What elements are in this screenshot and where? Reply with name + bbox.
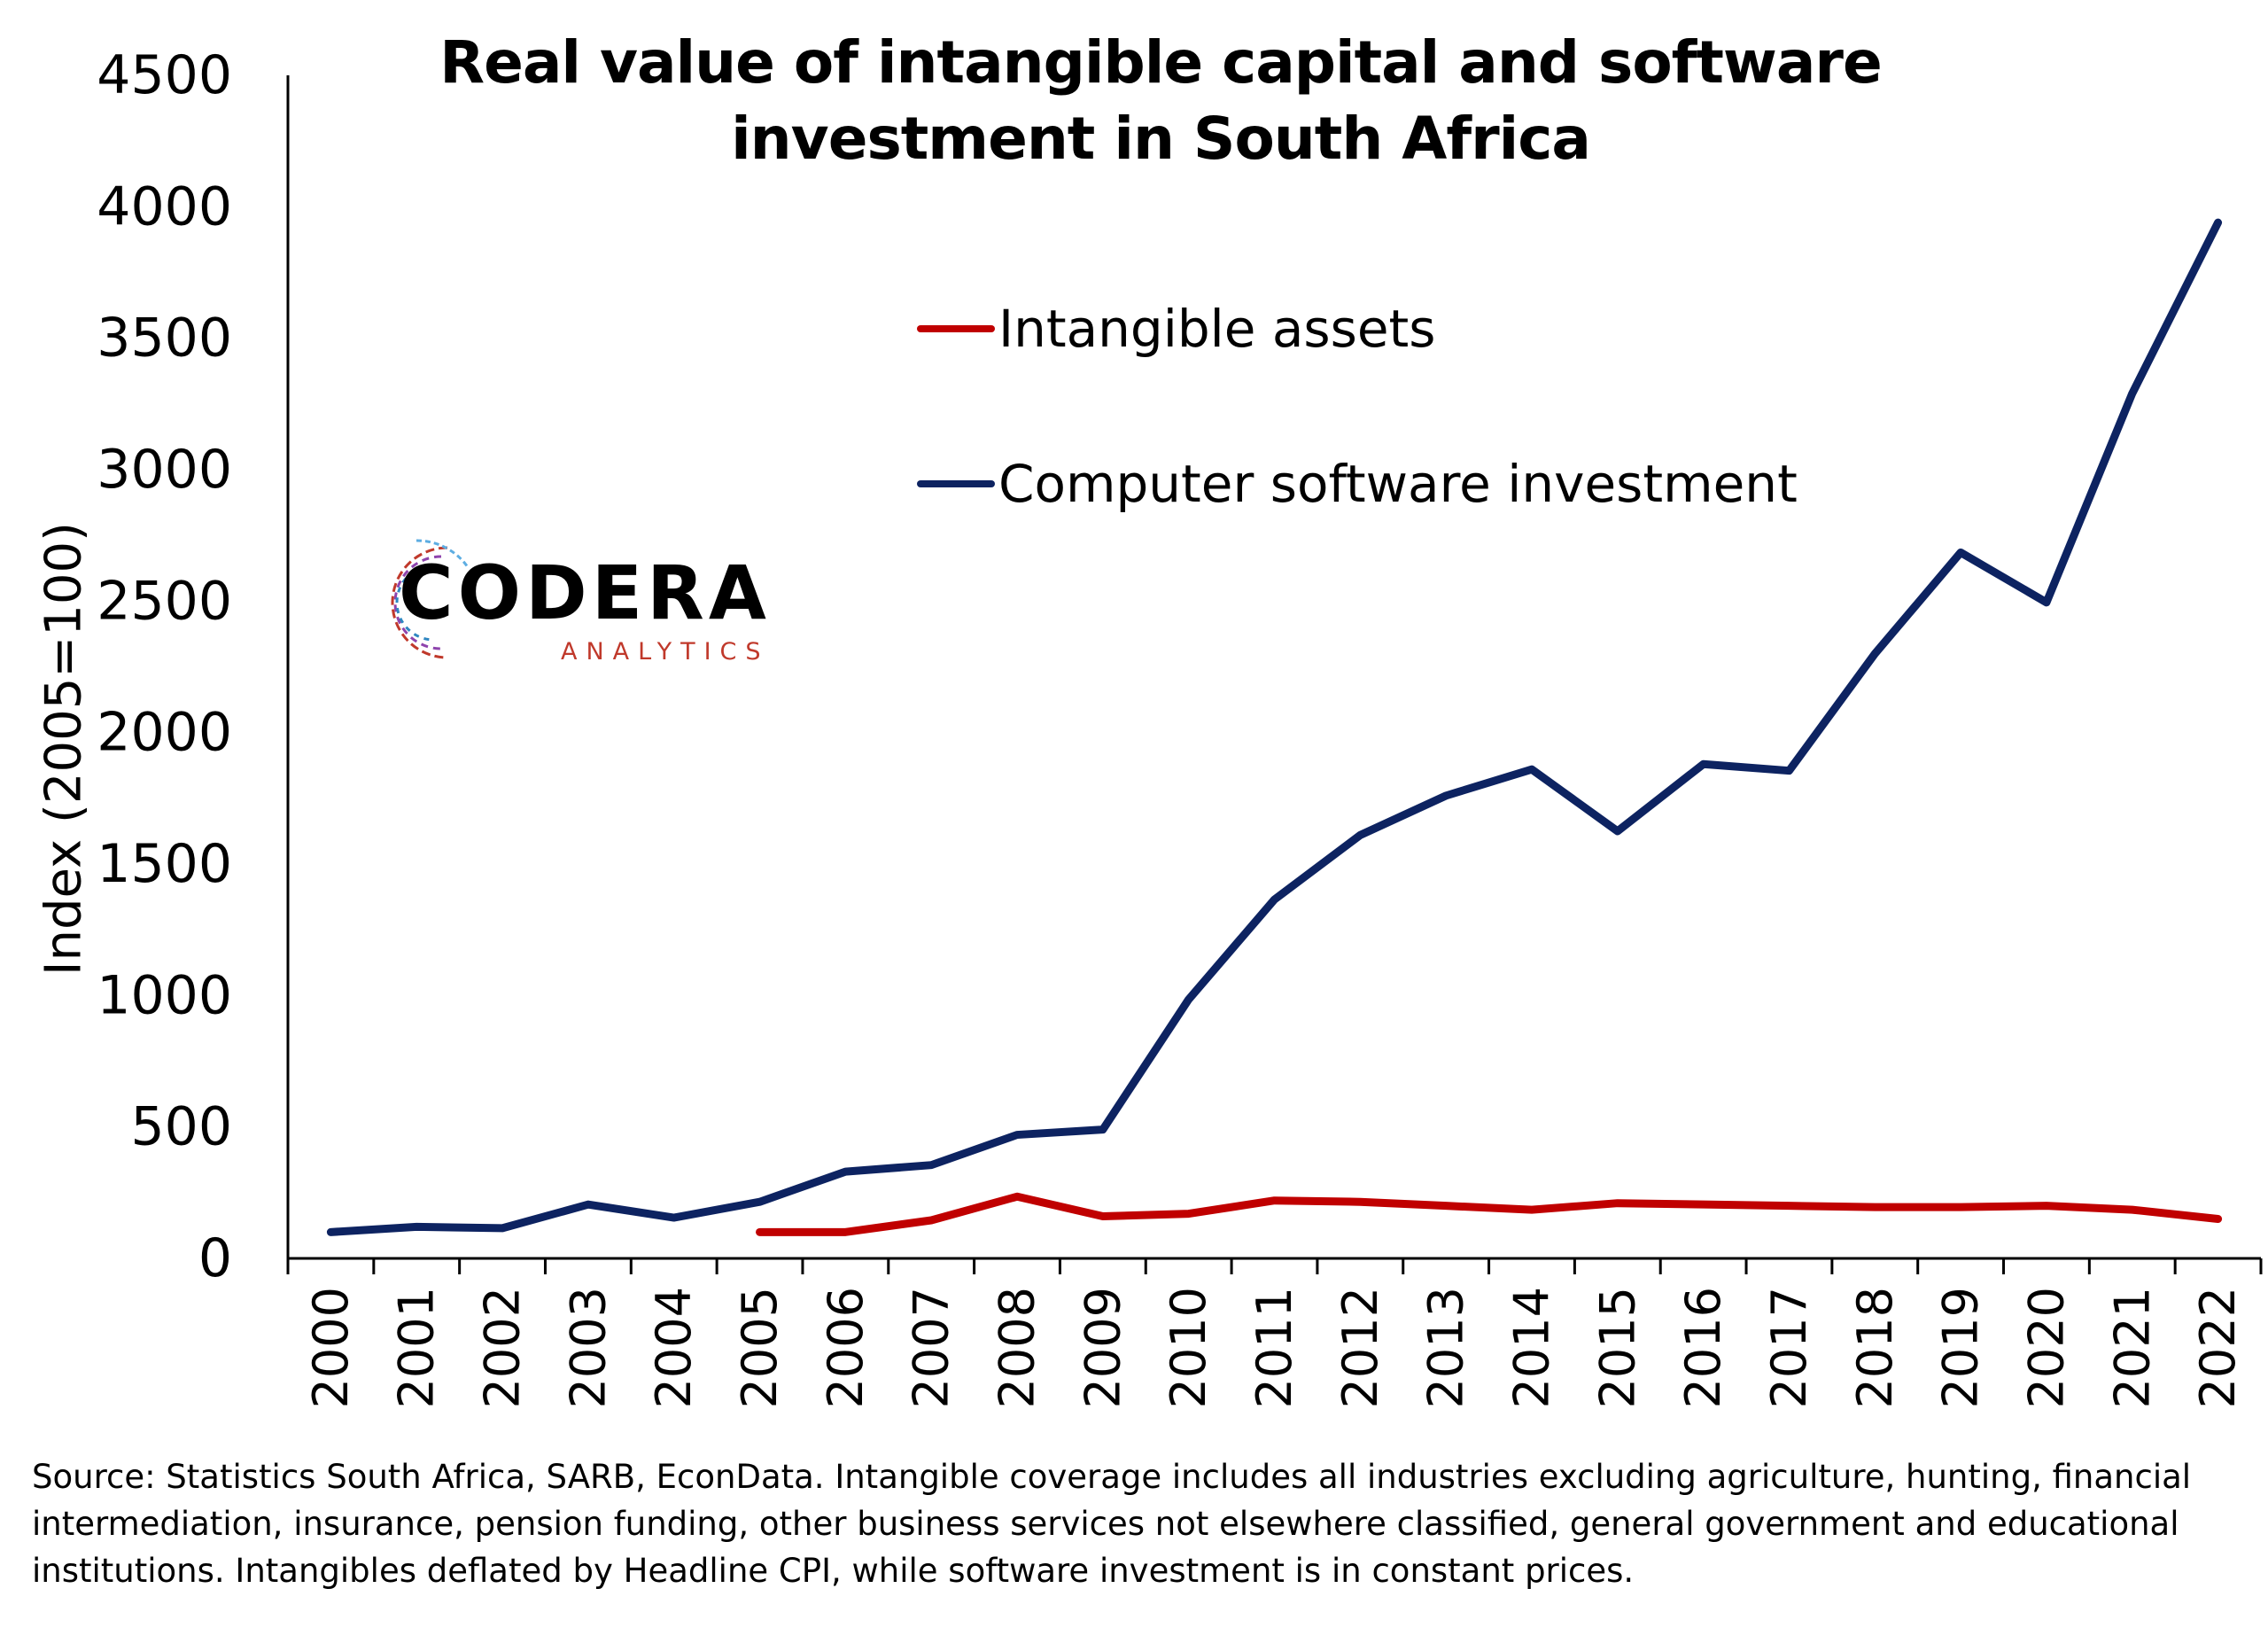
legend-swatch-software <box>917 480 995 487</box>
y-tick-label: 3500 <box>97 308 232 370</box>
y-tick-label: 0 <box>198 1227 232 1289</box>
legend-item-software: Computer software investment <box>917 452 1798 516</box>
y-tick-label: 2500 <box>97 570 232 632</box>
series-line-software-investment <box>326 218 2223 1236</box>
x-tick-label: 2005 <box>732 1287 788 1408</box>
codera-logo: CODERA ANALYTICS <box>363 532 806 674</box>
chart-title: Real value of intangible capital and sof… <box>439 28 1883 173</box>
y-tick-label: 1500 <box>97 833 232 895</box>
y-tick-label: 3000 <box>97 439 232 501</box>
x-tick-label: 2004 <box>646 1287 702 1408</box>
x-tick-label: 2010 <box>1161 1287 1216 1408</box>
y-tick-label: 2000 <box>97 702 232 764</box>
series-line-intangible-assets <box>756 1192 2223 1236</box>
x-tick-label: 2015 <box>1589 1287 1645 1408</box>
logo-wordmark: CODERA <box>399 549 771 636</box>
legend-swatch-intangible <box>917 325 995 332</box>
x-tick-label: 2018 <box>1847 1287 1903 1408</box>
x-tick-label: 2003 <box>560 1287 616 1408</box>
y-tick-label: 4500 <box>97 44 232 106</box>
legend-item-intangible: Intangible assets <box>917 297 1798 361</box>
x-tick-label: 2001 <box>389 1287 445 1408</box>
x-tick-label: 2016 <box>1675 1287 1731 1408</box>
x-axis: 2000 2001 2002 2003 2004 2005 2006 2007 2008 2009… <box>286 1257 2263 1408</box>
x-tick-label: 2012 <box>1332 1287 1388 1408</box>
x-tick-label: 2022 <box>2190 1287 2246 1408</box>
y-tick-label: 1000 <box>97 964 232 1026</box>
x-tick-label: 2017 <box>1761 1287 1817 1408</box>
logo-ring-icon <box>391 539 470 659</box>
x-tick-label: 2013 <box>1418 1287 1474 1408</box>
y-axis: 0 500 1000 1500 2000 2500 3000 3500 4000 4500 <box>97 44 290 1289</box>
x-tick-label: 2020 <box>2018 1287 2074 1408</box>
x-tick-label: 2021 <box>2104 1287 2160 1408</box>
y-tick-label: 4000 <box>97 175 232 237</box>
y-tick-label: 500 <box>130 1096 232 1158</box>
x-tick-label: 2006 <box>818 1287 874 1408</box>
x-tick-label: 2000 <box>303 1287 359 1408</box>
legend-label-software: Computer software investment <box>998 454 1798 514</box>
x-tick-label: 2019 <box>1933 1287 1989 1408</box>
series-layer <box>326 218 2223 1236</box>
x-tick-label: 2002 <box>475 1287 531 1408</box>
y-axis-label: Index (2005=100) <box>35 522 93 976</box>
legend-label-intangible: Intangible assets <box>998 299 1436 359</box>
x-tick-label: 2008 <box>990 1287 1045 1408</box>
x-tick-label: 2009 <box>1075 1287 1130 1408</box>
x-tick-label: 2014 <box>1503 1287 1559 1408</box>
x-tick-label: 2011 <box>1247 1287 1302 1408</box>
source-note: Source: Statistics South Africa, SARB, E… <box>32 1458 2192 1590</box>
x-tick-label: 2007 <box>904 1287 959 1408</box>
logo-subtitle: ANALYTICS <box>561 638 770 666</box>
legend: Intangible assets Computer software inve… <box>917 297 1798 607</box>
